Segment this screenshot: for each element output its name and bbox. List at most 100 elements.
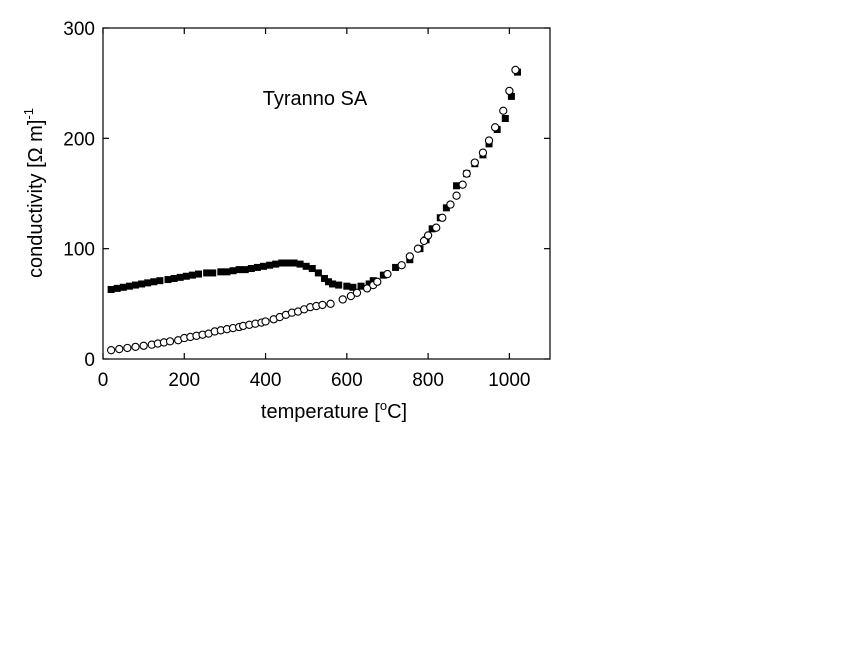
data-point-square bbox=[188, 271, 196, 279]
data-point-circle bbox=[423, 231, 433, 240]
data-point-circle bbox=[438, 213, 447, 222]
data-point-circle bbox=[261, 317, 270, 326]
x-tick-label: 400 bbox=[250, 370, 282, 391]
data-point-square bbox=[349, 283, 357, 291]
data-point-square bbox=[253, 263, 261, 271]
y-axis-ticks: 0 100 200 300 bbox=[63, 19, 550, 371]
data-point-square bbox=[247, 265, 255, 273]
data-point-square bbox=[357, 282, 365, 290]
data-point-circle bbox=[505, 86, 514, 96]
data-point-square bbox=[144, 279, 152, 287]
data-point-square bbox=[229, 267, 237, 275]
data-point-square bbox=[365, 280, 373, 288]
data-point-square bbox=[329, 280, 337, 288]
x-tick-label: 200 bbox=[168, 370, 200, 391]
data-point-circle bbox=[318, 300, 327, 310]
data-point-square bbox=[176, 273, 184, 281]
data-point-square bbox=[260, 262, 268, 270]
data-point-square bbox=[209, 269, 217, 277]
data-point-square bbox=[170, 274, 178, 282]
data-point-square bbox=[203, 269, 211, 277]
data-point-circle bbox=[405, 252, 414, 261]
data-point-square bbox=[290, 259, 298, 267]
data-point-square bbox=[266, 261, 274, 269]
data-point-square bbox=[278, 259, 286, 267]
data-point-square bbox=[150, 278, 158, 286]
data-point-circle bbox=[413, 244, 423, 253]
data-point-square bbox=[138, 280, 146, 288]
data-point-square bbox=[107, 285, 115, 293]
chart-annotation: Tyranno SA bbox=[263, 88, 368, 110]
data-point-square bbox=[314, 269, 322, 277]
data-point-square bbox=[325, 278, 333, 286]
data-point-square bbox=[296, 260, 304, 268]
data-point-square bbox=[343, 282, 351, 290]
data-point-circle bbox=[419, 236, 429, 246]
data-point-square bbox=[241, 266, 249, 274]
data-point-square bbox=[113, 284, 121, 292]
data-point-circle bbox=[131, 342, 140, 352]
data-point-square bbox=[442, 204, 450, 212]
data-point-square bbox=[156, 277, 164, 285]
data-points bbox=[106, 65, 521, 355]
y-tick-label: 100 bbox=[63, 240, 95, 261]
y-axis-label: conductivity [Ω m]-1 bbox=[21, 108, 47, 278]
data-point-circle bbox=[326, 299, 335, 308]
x-axis-ticks: 0 200 400 600 800 1000 bbox=[98, 28, 531, 391]
data-point-square bbox=[235, 266, 243, 274]
data-point-circle bbox=[352, 288, 362, 297]
data-point-square bbox=[335, 281, 343, 289]
data-point-square bbox=[428, 225, 436, 233]
data-point-square bbox=[302, 262, 310, 270]
data-point-circle bbox=[462, 169, 471, 178]
data-point-circle bbox=[452, 191, 461, 200]
data-point-circle bbox=[139, 341, 148, 350]
data-point-square bbox=[125, 282, 133, 290]
data-point-circle bbox=[458, 180, 467, 189]
data-point-square bbox=[272, 260, 280, 268]
x-tick-label: 600 bbox=[331, 370, 363, 391]
data-point-square bbox=[223, 268, 231, 276]
data-point-square bbox=[182, 272, 190, 280]
data-point-circle bbox=[397, 261, 406, 270]
data-point-square bbox=[392, 263, 400, 271]
data-point-square bbox=[453, 182, 461, 190]
data-point-square bbox=[507, 92, 515, 100]
data-point-circle bbox=[484, 136, 494, 145]
data-point-square bbox=[194, 270, 202, 278]
data-point-square bbox=[284, 259, 292, 267]
data-point-circle bbox=[383, 269, 392, 279]
y-axis-label-exponent: -1 bbox=[21, 108, 36, 120]
data-point-square bbox=[132, 281, 140, 289]
data-point-circle bbox=[338, 295, 347, 304]
data-point-circle bbox=[499, 106, 508, 115]
y-tick-label: 0 bbox=[84, 350, 95, 371]
data-point-square bbox=[119, 283, 127, 291]
data-point-circle bbox=[432, 223, 441, 232]
data-point-circle bbox=[373, 277, 382, 286]
data-point-circle bbox=[115, 344, 124, 354]
data-point-circle bbox=[165, 337, 175, 346]
data-point-circle bbox=[446, 200, 455, 209]
x-tick-label: 800 bbox=[412, 370, 444, 391]
data-point-square bbox=[217, 268, 225, 276]
x-axis-label-degree: o bbox=[380, 398, 387, 413]
data-point-square bbox=[369, 277, 377, 285]
data-point-circle bbox=[106, 346, 116, 355]
data-point-square bbox=[320, 274, 328, 282]
data-point-circle bbox=[470, 158, 479, 167]
data-point-square bbox=[164, 276, 172, 284]
data-point-circle bbox=[511, 65, 520, 75]
x-axis-label: temperature [oC] bbox=[261, 398, 407, 423]
data-point-circle bbox=[478, 148, 488, 157]
x-tick-label: 1000 bbox=[488, 370, 530, 391]
plot-frame bbox=[102, 27, 551, 360]
x-tick-label: 0 bbox=[98, 370, 109, 391]
data-point-square bbox=[379, 271, 387, 279]
y-tick-label: 200 bbox=[63, 129, 95, 150]
data-point-square bbox=[501, 114, 509, 122]
y-tick-label: 300 bbox=[63, 19, 95, 40]
data-point-circle bbox=[490, 123, 500, 132]
data-point-square bbox=[308, 265, 316, 273]
